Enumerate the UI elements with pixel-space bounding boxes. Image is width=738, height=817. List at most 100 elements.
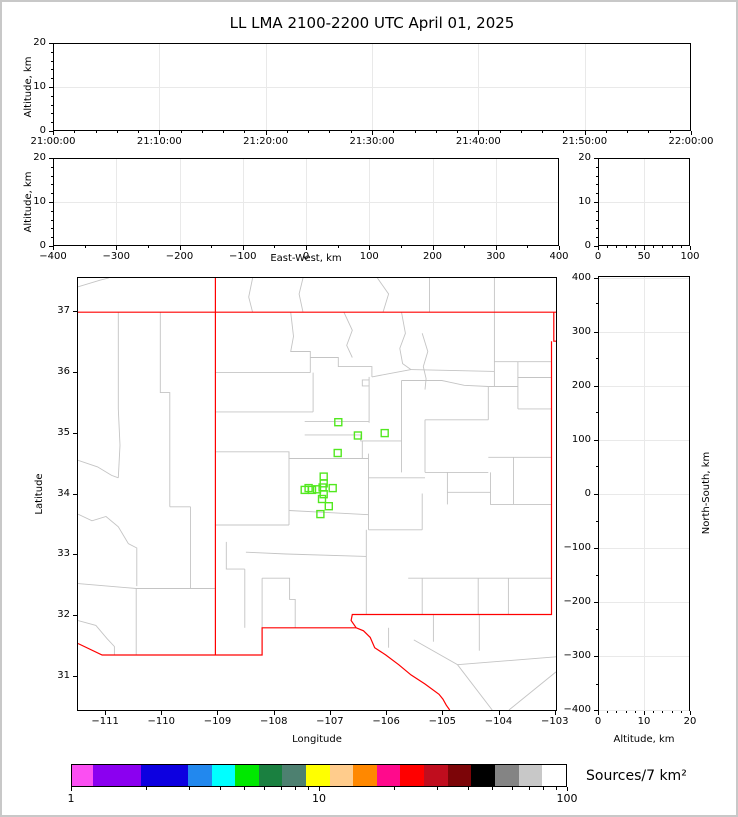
county-line bbox=[343, 312, 353, 358]
y-tick-label: 35 bbox=[57, 426, 70, 438]
tick-mark bbox=[598, 711, 599, 715]
county-line bbox=[310, 357, 373, 377]
minor-tick bbox=[634, 711, 636, 713]
county-line bbox=[457, 664, 493, 710]
colorbar-minor-tick bbox=[294, 787, 296, 790]
tick-mark bbox=[594, 548, 598, 549]
colorbar-segment bbox=[424, 765, 448, 786]
colorbar-segment bbox=[93, 765, 141, 786]
y-tick-label: 10 bbox=[33, 196, 46, 207]
tick-mark bbox=[53, 246, 54, 250]
minor-tick bbox=[542, 131, 544, 133]
tick-mark bbox=[594, 278, 598, 279]
colorbar-segment bbox=[235, 765, 259, 786]
colorbar-segment bbox=[306, 765, 330, 786]
minor-tick bbox=[596, 210, 598, 212]
x-tick-label: 10 bbox=[637, 716, 651, 727]
tick-mark bbox=[49, 202, 53, 203]
gridline bbox=[54, 87, 690, 88]
minor-tick bbox=[596, 228, 598, 230]
ew-panel-x-axis-title: East-West, km bbox=[270, 253, 342, 264]
minor-tick bbox=[51, 193, 53, 195]
county-line bbox=[117, 312, 121, 478]
x-tick-label: 0 bbox=[594, 716, 602, 727]
colorbar-tick-label: 1 bbox=[67, 792, 75, 805]
x-tick-label: −106 bbox=[372, 716, 400, 727]
colorbar-segment bbox=[258, 765, 283, 786]
x-tick-label: −103 bbox=[541, 716, 569, 727]
gridline bbox=[54, 202, 558, 203]
minor-tick bbox=[435, 131, 437, 133]
tick-mark bbox=[49, 158, 53, 159]
county-line bbox=[377, 278, 390, 313]
colorbar-minor-tick bbox=[468, 787, 470, 790]
x-tick-label: −200 bbox=[165, 251, 194, 262]
x-tick-label: 0 bbox=[302, 251, 310, 262]
minor-tick bbox=[84, 246, 86, 248]
colorbar-segment bbox=[471, 765, 495, 786]
minor-tick bbox=[51, 95, 53, 97]
county-line bbox=[401, 380, 489, 387]
minor-tick bbox=[616, 246, 618, 248]
colorbar-segment bbox=[376, 765, 401, 786]
y-tick-label: 32 bbox=[57, 609, 70, 621]
colorbar-segment bbox=[140, 765, 188, 786]
tick-mark bbox=[559, 246, 560, 250]
county-line bbox=[78, 513, 138, 587]
tick-mark bbox=[498, 711, 500, 715]
lma-station-marker bbox=[334, 417, 343, 427]
county-line bbox=[371, 369, 412, 378]
y-tick-label: 33 bbox=[57, 548, 70, 560]
lma-station-marker bbox=[380, 428, 389, 438]
minor-tick bbox=[350, 131, 352, 133]
y-tick-label: 300 bbox=[571, 325, 591, 337]
colorbar-minor-tick bbox=[542, 787, 544, 790]
minor-tick bbox=[662, 246, 664, 248]
minor-tick bbox=[223, 131, 225, 133]
lma-station-marker bbox=[319, 472, 328, 481]
minor-tick bbox=[607, 246, 609, 248]
minor-tick bbox=[596, 175, 598, 177]
lma-station-marker bbox=[316, 509, 325, 519]
minor-tick bbox=[201, 131, 203, 133]
tick-mark bbox=[478, 131, 480, 135]
gridline bbox=[599, 331, 689, 333]
county-line bbox=[78, 459, 119, 479]
minor-tick bbox=[563, 131, 565, 133]
y-tick-label: 100 bbox=[571, 433, 591, 445]
minor-tick bbox=[138, 131, 140, 133]
tick-mark bbox=[179, 246, 181, 250]
minor-tick bbox=[274, 246, 276, 248]
tick-mark bbox=[594, 602, 598, 604]
minor-tick bbox=[596, 520, 598, 522]
lma-station-marker bbox=[317, 494, 327, 504]
minor-tick bbox=[596, 575, 598, 577]
tick-mark bbox=[161, 711, 163, 715]
colorbar-tick-mark bbox=[567, 787, 568, 791]
county-line bbox=[78, 278, 109, 288]
county-line bbox=[245, 551, 367, 557]
ns-panel-y-axis-title: North-South, km bbox=[701, 451, 712, 535]
tick-mark bbox=[73, 311, 77, 313]
tick-mark bbox=[644, 711, 645, 715]
y-tick-label: −100 bbox=[563, 542, 591, 553]
tick-mark bbox=[265, 131, 267, 135]
gridline bbox=[599, 202, 689, 203]
minor-tick bbox=[671, 246, 673, 248]
minor-tick bbox=[596, 683, 598, 685]
minor-tick bbox=[51, 104, 53, 106]
minor-tick bbox=[662, 711, 664, 713]
x-tick-label: 22:00:00 bbox=[668, 136, 714, 147]
minor-tick bbox=[51, 78, 53, 80]
colorbar-segment bbox=[353, 765, 377, 786]
y-tick-label: 20 bbox=[578, 152, 591, 163]
page-title: LL LMA 2100-2200 UTC April 01, 2025 bbox=[229, 14, 515, 32]
x-tick-label: 50 bbox=[637, 251, 651, 262]
tick-mark bbox=[369, 246, 371, 250]
tick-mark bbox=[116, 246, 118, 250]
x-tick-label: −104 bbox=[484, 716, 513, 727]
tick-mark bbox=[594, 246, 598, 247]
minor-tick bbox=[414, 131, 416, 133]
x-tick-label: 21:20:00 bbox=[243, 136, 289, 147]
minor-tick bbox=[51, 228, 53, 230]
